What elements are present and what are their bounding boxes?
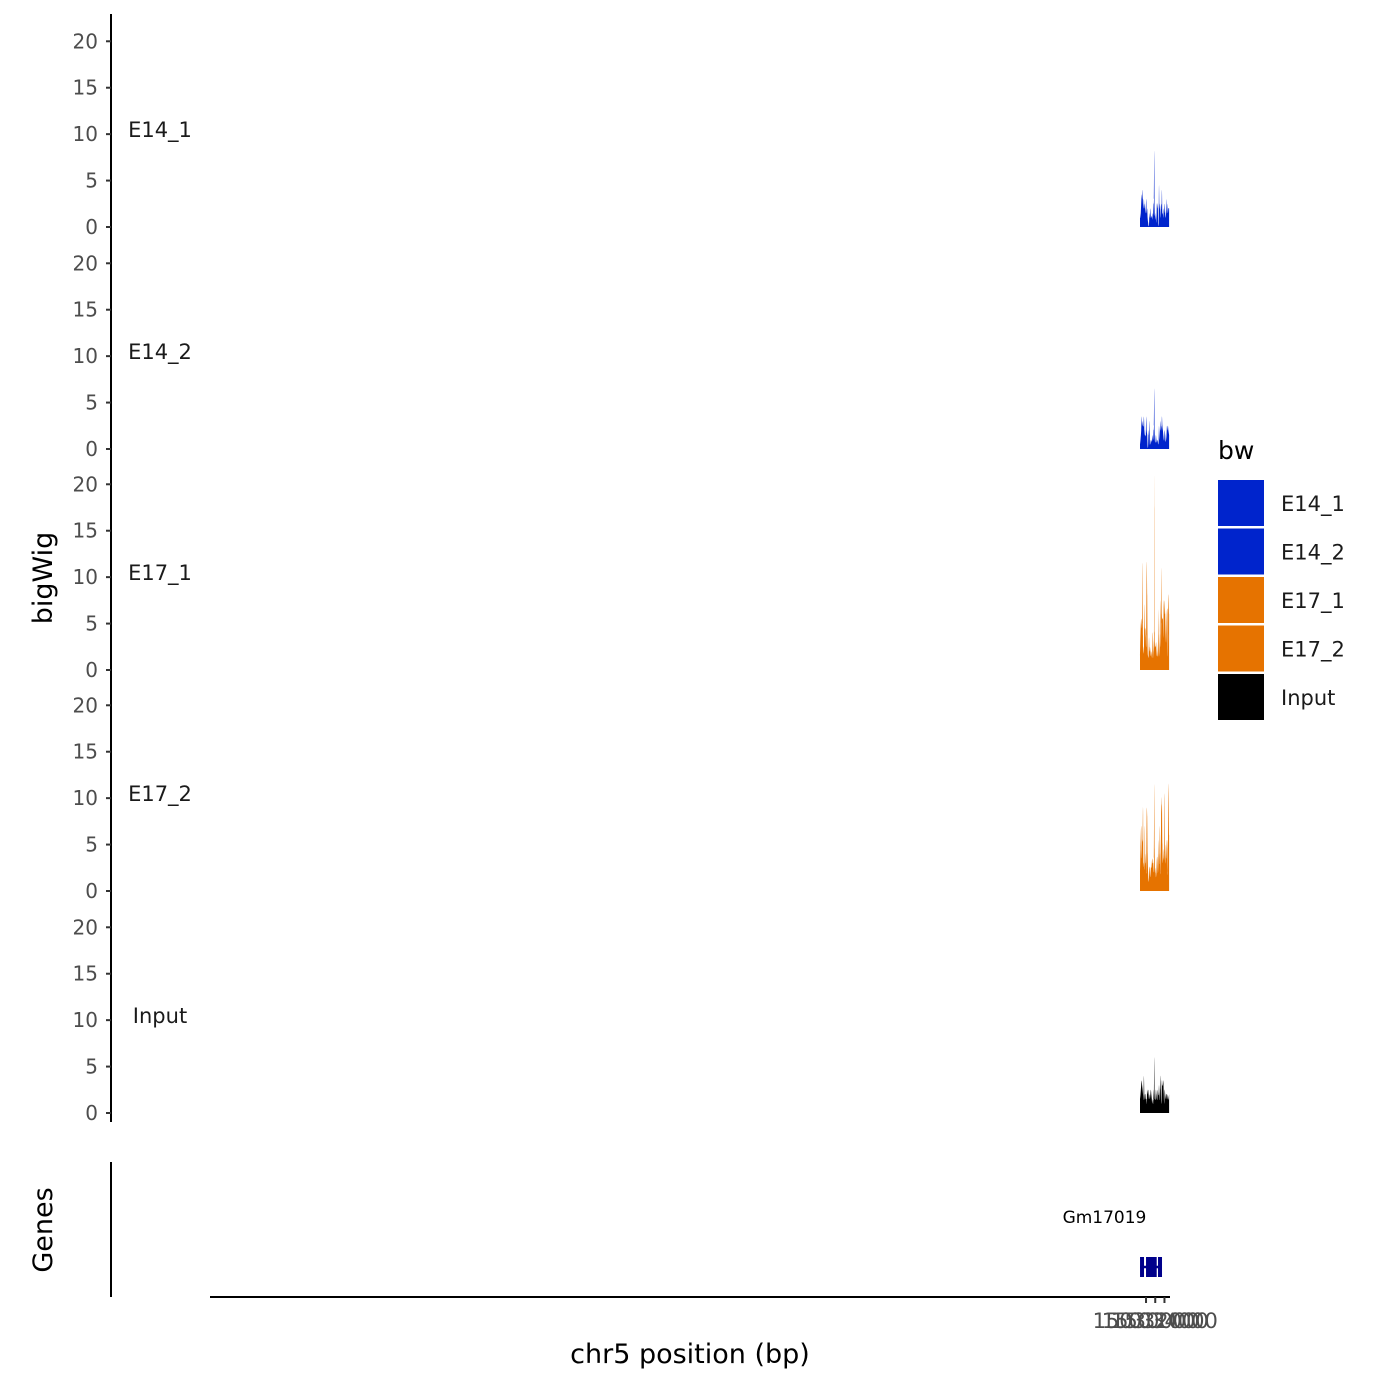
- legend-swatch: [1218, 674, 1264, 720]
- y-tick-label: 15: [73, 298, 98, 322]
- y-tick-label: 10: [73, 1008, 98, 1032]
- legend-label: E14_1: [1281, 492, 1345, 517]
- y-tick-label: 10: [73, 565, 98, 589]
- y-axis-title: bigWig: [28, 532, 59, 625]
- y-tick-label: 20: [73, 693, 98, 717]
- gene-name: Gm17019: [1063, 1208, 1147, 1228]
- signal-area-e14-1: [1140, 150, 1170, 227]
- y-tick-label: 10: [73, 122, 98, 146]
- track-e17-2: 0 5 10 15 20 E17_2: [73, 678, 1170, 903]
- y-tick-label: 15: [73, 76, 98, 100]
- track-label: E14_1: [128, 118, 192, 143]
- y-tick-label: 20: [73, 472, 98, 496]
- y-tick-label: 5: [85, 1055, 98, 1079]
- y-tick-label: 10: [73, 344, 98, 368]
- legend-swatch: [1218, 625, 1264, 672]
- x-tick-label: 15034000: [1111, 1309, 1218, 1333]
- legend-title: bw: [1218, 436, 1254, 465]
- legend-swatch: [1218, 528, 1264, 575]
- y-tick-label: 5: [85, 169, 98, 193]
- gene-exon: [1158, 1257, 1163, 1277]
- track-label: E14_2: [128, 340, 192, 365]
- track-label: Input: [133, 1004, 187, 1028]
- gene-exon: [1149, 1257, 1154, 1277]
- genes-axis-title: Genes: [28, 1187, 59, 1272]
- y-tick-label: 0: [85, 437, 98, 461]
- track-label: E17_2: [128, 782, 192, 807]
- legend-label: E17_2: [1281, 638, 1345, 663]
- y-tick-label: 0: [85, 879, 98, 903]
- track-e14-1: 0 5 10 15 20 E14_1: [73, 14, 1170, 239]
- legend-items: E14_1 E14_2 E17_1 E17_2 Input: [1218, 480, 1345, 720]
- track-e14-2: 0 5 10 15 20 E14_2: [73, 236, 1170, 461]
- y-tick-label: 5: [85, 612, 98, 636]
- gene-exon: [1146, 1257, 1151, 1277]
- y-tick-label: 20: [73, 915, 98, 939]
- signal-area-e17-1: [1140, 474, 1170, 670]
- signal-area-e14-2: [1140, 388, 1170, 449]
- legend-swatch: [1218, 480, 1264, 526]
- x-tick-label: 15030000: [1093, 1309, 1200, 1333]
- y-tick-label: 15: [73, 519, 98, 543]
- y-tick-label: 5: [85, 391, 98, 415]
- y-tick-label: 0: [85, 215, 98, 239]
- gene-exon: [1140, 1257, 1145, 1277]
- track-e17-1: 0 5 10 15 20 E17_1: [73, 457, 1170, 682]
- track-label: E17_1: [128, 561, 192, 586]
- signal-area-input: [1140, 1057, 1170, 1113]
- gene-model: Gm17019: [1063, 1208, 1163, 1277]
- y-tick-label: 15: [73, 962, 98, 986]
- y-tick-label: 20: [73, 251, 98, 275]
- gene-panel: Genes Gm17019: [28, 1162, 1163, 1297]
- x-axis-title: chr5 position (bp): [570, 1339, 810, 1370]
- gene-exon: [1152, 1257, 1157, 1277]
- track-input: 0 5 10 15 20 Input: [73, 900, 1170, 1125]
- legend-label: Input: [1281, 686, 1335, 710]
- y-tick-label: 10: [73, 786, 98, 810]
- legend-label: E14_2: [1281, 541, 1345, 566]
- legend-swatch: [1218, 577, 1264, 623]
- signal-area-e17-2: [1140, 783, 1170, 891]
- y-tick-label: 0: [85, 658, 98, 682]
- y-tick-label: 0: [85, 1101, 98, 1125]
- signal-tracks: 05101520E14_105101520E14_205101520E17_10…: [73, 14, 1170, 1125]
- y-tick-label: 15: [73, 740, 98, 764]
- x-tick-label: 15032000: [1102, 1309, 1209, 1333]
- y-tick-label: 5: [85, 833, 98, 857]
- y-tick-label: 20: [73, 29, 98, 53]
- legend: bw E14_1 E14_2 E17_1 E17_2 Input: [1218, 436, 1345, 720]
- legend-label: E17_1: [1281, 589, 1345, 614]
